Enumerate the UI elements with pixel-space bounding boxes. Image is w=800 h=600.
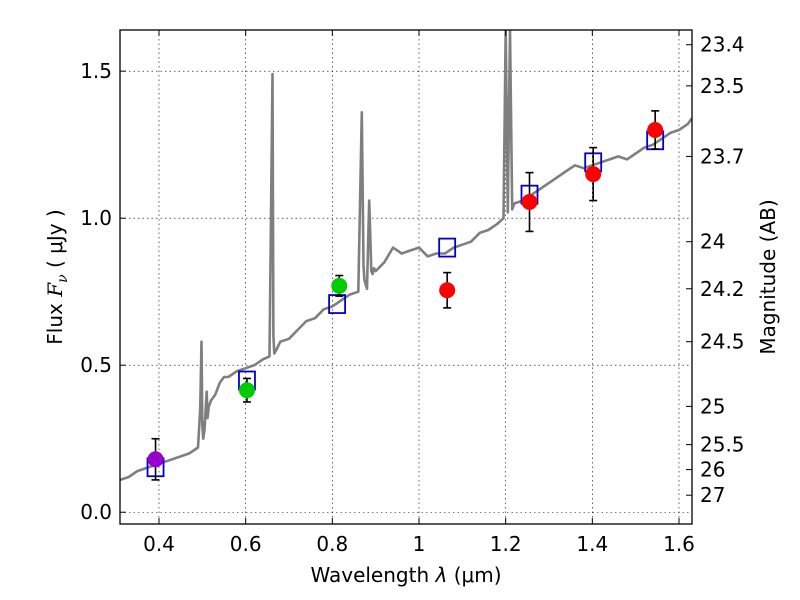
- x-tick-label: 1.6: [663, 532, 695, 556]
- y2-tick-label: 23.5: [700, 74, 745, 98]
- axes-frame: [119, 29, 693, 525]
- ticks: 0.4 0.6 0.8 1 1.2 1.4 1.6 0.0 0.5 1.0 1.5 23.4 23.5 2…: [80, 30, 745, 556]
- observed-red-point: [439, 282, 456, 299]
- y2-tick-label: 23.4: [700, 33, 745, 57]
- y-tick-label: 0.0: [80, 500, 112, 524]
- plot-area: [120, 30, 692, 482]
- series-group: [120, 30, 692, 482]
- x-axis-title: Wavelength λ (μm): [310, 563, 501, 587]
- x-tick-label: 0.8: [316, 532, 348, 556]
- observed-green-point: [238, 382, 255, 399]
- x-tick-label: 1.4: [576, 532, 608, 556]
- y-tick-label: 0.5: [80, 353, 112, 377]
- y2-tick-label: 24.5: [700, 330, 745, 354]
- observed-green-point: [331, 277, 348, 294]
- y-tick-label: 1.0: [80, 206, 112, 230]
- y2-axis-title: Magnitude (AB): [756, 199, 780, 354]
- x-tick-label: 0.4: [143, 532, 175, 556]
- x-tick-label: 1: [413, 532, 426, 556]
- y2-tick-label: 24: [700, 230, 725, 254]
- observed-red-point: [585, 166, 602, 183]
- x-tick-label: 0.6: [230, 532, 262, 556]
- model-photometry-square: [328, 294, 347, 314]
- model-spectrum-line: [120, 30, 692, 482]
- y2-tick-label: 23.7: [700, 144, 745, 168]
- y2-tick-label: 25.5: [700, 433, 745, 457]
- observed-red-point: [647, 121, 664, 138]
- y-axis-title: Flux Fν ( μJy ): [43, 209, 71, 344]
- y2-tick-label: 24.2: [700, 277, 745, 301]
- y2-tick-label: 25: [700, 394, 725, 418]
- x-tick-label: 1.2: [490, 532, 522, 556]
- observed-violet-point: [147, 451, 164, 468]
- observed-red-point: [521, 194, 538, 211]
- y2-tick-label: 27: [700, 483, 725, 507]
- model-photometry-square: [438, 237, 457, 258]
- y-tick-label: 1.5: [80, 59, 112, 83]
- y2-tick-label: 26: [700, 458, 725, 482]
